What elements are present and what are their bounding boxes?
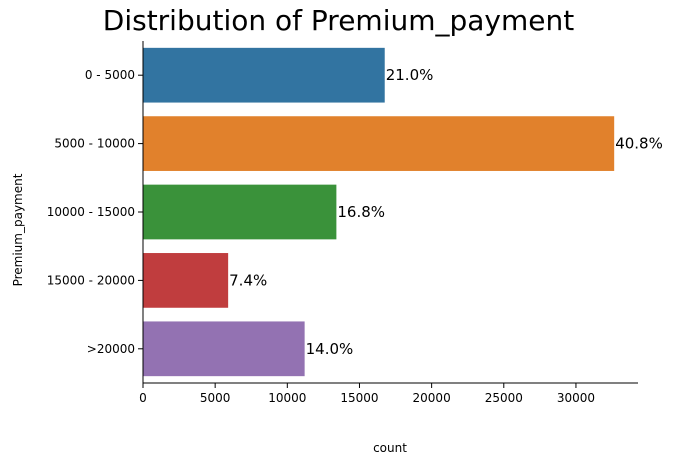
bar-4 <box>143 321 305 377</box>
y-tick-label: 10000 - 15000 <box>47 205 135 219</box>
x-tick-label: 15000 <box>340 391 378 405</box>
x-tick-label: 10000 <box>268 391 306 405</box>
y-tick-label: 5000 - 10000 <box>54 137 135 151</box>
y-tick-label: >20000 <box>87 342 135 356</box>
y-axis-label: Premium_payment <box>11 173 25 286</box>
bar-labels-group: 21.0% 40.8% 16.8% 7.4% 14.0% <box>229 66 663 358</box>
bar-3 <box>143 253 229 308</box>
bar-data-label-1: 40.8% <box>615 135 663 153</box>
x-tick-label: 25000 <box>485 391 523 405</box>
bars-group <box>143 47 615 377</box>
bar-data-label-4: 14.0% <box>306 340 354 358</box>
x-tick-label: 0 <box>139 391 147 405</box>
y-tick-label: 15000 - 20000 <box>47 273 135 287</box>
bar-2 <box>143 184 337 240</box>
bar-1 <box>143 116 615 171</box>
x-tick-label: 30000 <box>557 391 595 405</box>
bar-data-label-3: 7.4% <box>229 271 267 289</box>
x-axis: 0 5000 10000 15000 20000 25000 30000 <box>139 382 638 405</box>
y-tick-label: 0 - 5000 <box>85 68 135 82</box>
bar-data-label-2: 16.8% <box>337 203 385 221</box>
x-axis-label: count <box>373 441 407 455</box>
y-axis: 0 - 5000 5000 - 10000 10000 - 15000 15000 -… <box>47 41 144 383</box>
x-tick-label: 20000 <box>413 391 451 405</box>
chart-title: Distribution of Premium_payment <box>102 4 575 37</box>
bar-0 <box>143 47 385 103</box>
x-tick-label: 5000 <box>200 391 231 405</box>
bar-data-label-0: 21.0% <box>386 66 434 84</box>
